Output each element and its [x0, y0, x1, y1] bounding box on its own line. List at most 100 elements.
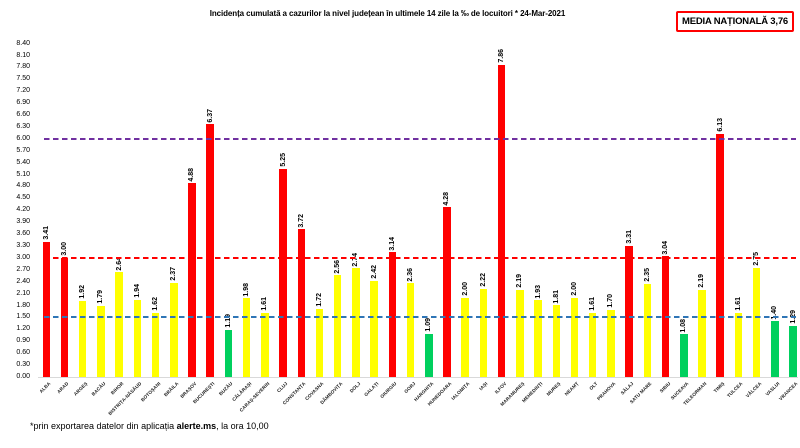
- bar-value-label: 3.41: [42, 226, 50, 240]
- bar-mehedinți: [534, 300, 542, 377]
- bar-value-label: 1.93: [534, 284, 542, 299]
- bar-botoșani: [151, 312, 160, 377]
- y-axis-tick-label: 6.30: [16, 122, 30, 130]
- y-axis-tick-label: 1.50: [16, 313, 30, 321]
- bar-alba: [42, 241, 50, 377]
- bar-galați: [370, 280, 378, 377]
- bar-dolj: [352, 268, 360, 377]
- x-axis-label: BISTRIȚA-NĂSĂUD: [107, 381, 143, 417]
- bar-vrancea: [789, 325, 797, 377]
- bar-value-label: 3.14: [388, 236, 396, 251]
- bar-value-label: 2.75: [753, 252, 761, 266]
- y-axis-tick-label: 5.70: [16, 146, 30, 154]
- bar-tulcea: [734, 313, 743, 377]
- bar-gorj: [406, 283, 415, 377]
- bar-caraș-severin: [261, 313, 269, 377]
- bar-value-label: 1.62: [152, 297, 160, 311]
- y-axis-tick-label: 4.20: [16, 206, 30, 214]
- bar-value-label: 1.98: [243, 282, 251, 297]
- y-axis-tick-label: 5.40: [16, 158, 30, 166]
- y-axis-tick-label: 2.70: [16, 265, 30, 273]
- bar-constanța: [297, 229, 305, 377]
- bar-timiș: [716, 133, 724, 377]
- x-axis-label: TULCEA: [726, 381, 744, 399]
- y-axis-tick-label: 1.20: [16, 325, 30, 333]
- bar-value-label: 1.61: [734, 297, 742, 312]
- footnote: *prin exportarea datelor din aplicația a…: [30, 421, 269, 431]
- bar-value-label: 2.22: [479, 273, 487, 287]
- y-axis-tick-label: 6.00: [16, 134, 30, 142]
- bar-value-label: 2.00: [461, 282, 469, 296]
- x-axis-label: NEAMȚ: [564, 381, 581, 397]
- bar-vâlcea: [752, 267, 761, 377]
- y-axis-tick-label: 7.20: [16, 87, 30, 95]
- bar-bistrița-năsăud: [133, 300, 142, 377]
- y-axis-tick-label: 7.50: [16, 75, 30, 83]
- bar-value-label: 1.79: [97, 290, 105, 304]
- bar-value-label: 5.25: [279, 153, 287, 167]
- bar-value-label: 7.86: [498, 49, 506, 64]
- bar-harghita: [425, 333, 433, 377]
- x-axis-label: ARAD: [56, 381, 70, 395]
- bar-prahova: [607, 309, 615, 377]
- x-axis-label: BUZĂU: [218, 381, 234, 397]
- bar-vaslui: [771, 321, 779, 377]
- bar-bacău: [97, 305, 105, 377]
- bar-value-label: 1.61: [589, 297, 597, 312]
- y-axis-tick-label: 6.60: [16, 111, 30, 119]
- bar-value-label: 6.37: [206, 108, 214, 123]
- bar-value-label: 2.37: [170, 267, 178, 281]
- x-axis-label: VÂLCEA: [744, 381, 763, 399]
- bar-value-label: 6.13: [716, 118, 724, 132]
- x-axis-label: DOLJ: [348, 381, 362, 394]
- bar-value-label: 3.31: [625, 230, 633, 244]
- y-axis-tick-label: 6.90: [16, 99, 30, 107]
- bar-value-label: 1.72: [315, 293, 323, 307]
- bar-value-label: 1.92: [79, 285, 87, 299]
- bar-ilfov: [497, 65, 506, 377]
- bar-dâmbovița: [333, 275, 342, 377]
- bar-value-label: 4.28: [443, 191, 451, 206]
- y-axis-tick-label: 7.80: [16, 63, 30, 71]
- bar-value-label: 2.42: [370, 265, 378, 279]
- y-axis-tick-label: 0.90: [16, 337, 30, 345]
- bar-covasna: [315, 308, 324, 377]
- x-axis-label: BACĂU: [90, 381, 107, 397]
- bar-value-label: 3.04: [662, 240, 670, 255]
- bar-iași: [479, 288, 488, 377]
- y-axis-tick-label: 2.40: [16, 277, 30, 285]
- bar-brăila: [170, 282, 178, 377]
- x-axis-label: CLUJ: [276, 381, 289, 394]
- bar-value-label: 2.19: [698, 274, 706, 289]
- bar-value-label: 4.88: [188, 167, 196, 182]
- bar-teleorman: [698, 290, 706, 377]
- x-axis-label: IAȘI: [478, 381, 489, 392]
- bar-value-label: 2.19: [516, 274, 524, 289]
- national-average-badge: MEDIA NAȚIONALĂ 3,76: [676, 11, 794, 32]
- bar-sălaj: [625, 245, 633, 377]
- x-axis-label: TIMIȘ: [713, 381, 726, 394]
- y-axis-tick-label: 4.80: [16, 182, 30, 190]
- x-axis-label: BIHOR: [110, 381, 125, 396]
- bar-mureș: [552, 305, 561, 377]
- bar-value-label: 2.74: [352, 252, 360, 267]
- x-axis-label: ARGEȘ: [72, 381, 89, 397]
- y-axis-tick-label: 3.30: [16, 242, 30, 250]
- y-axis-tick-label: 8.10: [16, 51, 30, 59]
- y-axis-tick-label: 0.30: [16, 361, 30, 369]
- bar-value-label: 1.09: [425, 318, 433, 332]
- bar-value-label: 1.81: [552, 289, 560, 304]
- bar-ialomița: [461, 297, 469, 377]
- bar-cluj: [279, 168, 287, 377]
- bar-value-label: 2.35: [643, 268, 651, 282]
- y-axis-tick-label: 8.40: [16, 39, 30, 47]
- bar-maramureș: [516, 290, 524, 377]
- footnote-suffix: , la ora 10,00: [216, 421, 269, 431]
- bar-bihor: [115, 272, 123, 377]
- y-axis-tick-label: 0.00: [16, 373, 30, 380]
- bar-brașov: [188, 183, 196, 377]
- x-axis-label: SIBIU: [658, 381, 672, 394]
- bar-olt: [588, 313, 597, 377]
- x-axis-label: GALAȚI: [363, 381, 380, 398]
